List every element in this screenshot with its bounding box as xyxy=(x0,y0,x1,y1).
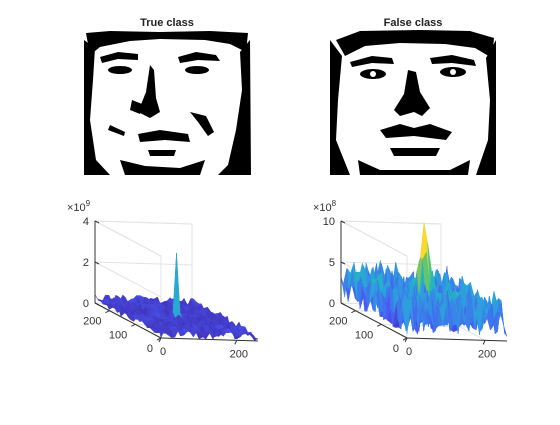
y-tick-label: 100 xyxy=(355,329,373,341)
y-tick-label: 200 xyxy=(329,316,347,328)
z-tick-label: 2 xyxy=(83,257,89,269)
true-class-face-image xyxy=(83,31,251,175)
y-tick-label: 0 xyxy=(393,343,399,355)
false-class-title: False class xyxy=(384,17,443,29)
surface xyxy=(94,253,259,341)
exponent-power: 9 xyxy=(86,199,91,208)
z-tick-label: 5 xyxy=(329,257,335,269)
y-axis-line xyxy=(94,302,162,339)
x-axis-line xyxy=(160,337,259,342)
y-tick-label: 200 xyxy=(83,316,101,328)
z-exponent-label: ×109 xyxy=(67,199,91,214)
exponent-base: ×10 xyxy=(67,202,86,214)
false-class-surface-plot: 0 5 10 ×108 0 200 0 100 200 xyxy=(313,199,508,360)
x-tick-label: 200 xyxy=(230,348,248,360)
x-tick-label: 0 xyxy=(406,346,412,358)
z-tick-label: 10 xyxy=(323,216,335,228)
false-class-panel: False class xyxy=(329,17,497,175)
y-tick-label: 100 xyxy=(109,329,127,341)
x-axis-line xyxy=(406,337,508,342)
false-class-face-image xyxy=(329,30,497,175)
z-tick-label: 4 xyxy=(83,216,89,228)
y-tick-label: 0 xyxy=(147,343,153,355)
y-axis-line xyxy=(340,302,408,339)
true-class-surface-plot: 0 2 4 ×109 0 200 0 100 200 xyxy=(67,199,259,360)
true-class-title: True class xyxy=(140,17,194,29)
exponent-base: ×10 xyxy=(313,202,332,214)
z-exponent-label: ×108 xyxy=(313,199,337,214)
surface xyxy=(340,222,508,337)
z-tick-label: 0 xyxy=(329,298,335,310)
x-tick-label: 200 xyxy=(478,348,496,360)
true-class-panel: True class xyxy=(83,17,251,175)
z-tick-label: 0 xyxy=(83,298,89,310)
exponent-power: 8 xyxy=(332,199,337,208)
x-tick-label: 0 xyxy=(160,346,166,358)
